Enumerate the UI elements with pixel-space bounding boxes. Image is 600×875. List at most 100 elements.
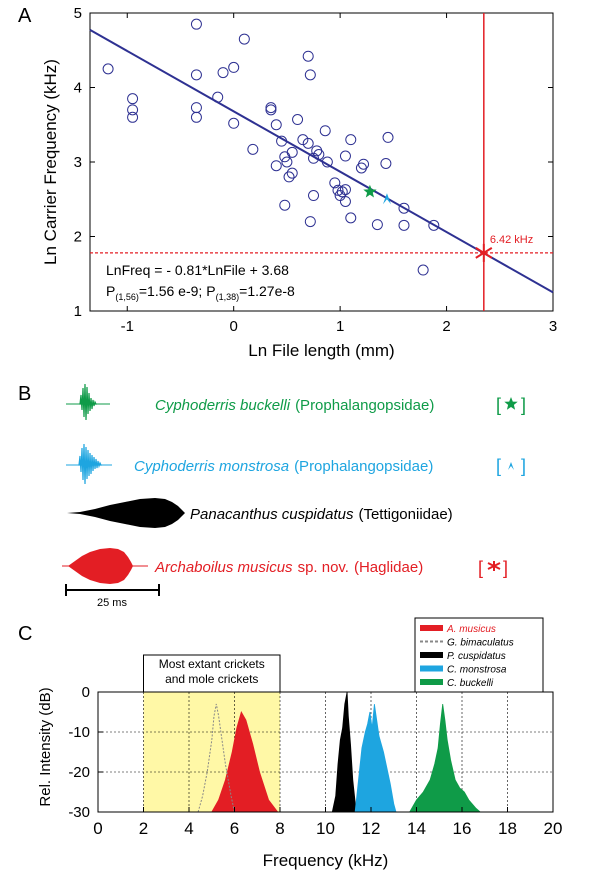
data-point — [228, 117, 240, 129]
spectrum-amusicus — [211, 710, 279, 813]
regression-equation: LnFreq = - 0.81*LnFile + 3.68 — [106, 262, 289, 278]
x-tick-label-c: 8 — [275, 819, 284, 838]
x-tick-label-c: 4 — [184, 819, 193, 838]
data-point — [302, 137, 314, 149]
data-point — [304, 216, 316, 228]
data-point — [345, 212, 357, 224]
data-point — [428, 219, 440, 231]
x-tick-label-a: 2 — [442, 318, 450, 335]
highlight-markers — [363, 184, 493, 262]
y-tick-label-c: -30 — [68, 804, 90, 821]
data-point — [332, 184, 344, 196]
scatter-points — [102, 18, 440, 276]
data-point — [286, 167, 298, 179]
spectrum-pcuspidatus — [331, 691, 357, 813]
oscillogram-c-buckelli — [66, 383, 110, 421]
legend-swatch — [420, 679, 443, 685]
data-point — [398, 202, 410, 214]
data-point — [358, 158, 370, 170]
y-tick-label-a: 1 — [74, 303, 82, 320]
legend-entry: C. buckelli — [447, 678, 494, 689]
legend-entry: G. bimaculatus — [447, 638, 514, 649]
x-tick-label-c: 10 — [316, 819, 335, 838]
triangle-icon: [ ] — [496, 456, 526, 476]
star-icon: [ ] — [496, 395, 526, 415]
band-label-line2: and mole crickets — [165, 672, 258, 686]
data-point — [265, 102, 277, 114]
data-point — [336, 186, 348, 198]
x-tick-label-c: 2 — [139, 819, 148, 838]
band-label-line1: Most extant crickets — [159, 657, 265, 671]
data-point — [190, 69, 202, 81]
y-tick-label-c: -20 — [68, 764, 90, 781]
y-tick-label-c: 0 — [82, 684, 90, 701]
data-point — [345, 134, 357, 146]
svg-text:]: ] — [503, 558, 508, 578]
legend-entry: A. musicus — [446, 624, 496, 635]
data-point — [190, 102, 202, 114]
data-point — [102, 63, 114, 75]
data-point — [417, 264, 429, 276]
spectra — [197, 691, 482, 813]
data-point — [283, 171, 295, 183]
y-axis-label-a: Ln Carrier Frequency (kHz) — [41, 59, 60, 265]
svg-text:[: [ — [496, 456, 501, 476]
data-point — [292, 114, 304, 126]
data-point — [127, 111, 139, 123]
x-tick-label-c: 6 — [230, 819, 239, 838]
data-point — [355, 162, 367, 174]
y-tick-label-a: 5 — [74, 5, 82, 22]
legend-entry: P. cuspidatus — [447, 651, 506, 662]
x-tick-label-c: 16 — [453, 819, 472, 838]
species-c-monstrosa: Cyphoderris monstrosa (Prophalangopsidae) — [134, 458, 433, 475]
oscillogram-a-musicus — [62, 548, 148, 584]
x-tick-label-a: -1 — [121, 318, 134, 335]
regression-stats: P(1,56)=1.56 e-9; P(1,38)=1.27e-8 — [106, 283, 295, 302]
y-axis-label-c: Rel. Intensity (dB) — [37, 687, 54, 806]
data-point — [190, 18, 202, 30]
data-point — [339, 150, 351, 162]
x-tick-label-a: 3 — [549, 318, 557, 335]
data-point — [339, 195, 351, 207]
x-tick-label-c: 14 — [407, 819, 426, 838]
panel-label-a: A — [18, 5, 32, 27]
asterisk-marker — [475, 243, 493, 262]
data-point — [371, 219, 383, 231]
y-tick-label-c: -10 — [68, 724, 90, 741]
asterisk-icon: [ ] — [478, 558, 508, 578]
x-axis-label-c: Frequency (kHz) — [263, 851, 389, 870]
legend-swatch — [420, 625, 443, 631]
spectrum-cbuckelli — [409, 703, 482, 813]
oscillogram-p-cuspidatus — [67, 498, 185, 528]
x-tick-label-c: 12 — [362, 819, 381, 838]
asterisk-stroke — [475, 247, 493, 259]
data-point — [329, 177, 341, 189]
panel-label-b: B — [18, 383, 31, 405]
x-axis-label-a: Ln File length (mm) — [248, 341, 394, 360]
x-tick-label-a: 0 — [230, 318, 238, 335]
x-tick-label-a: 1 — [336, 318, 344, 335]
data-point — [270, 119, 282, 131]
data-point — [308, 190, 320, 202]
data-point — [270, 160, 282, 172]
axis-ticks-c: 0 2 4 6 8 10 12 14 16 18 20 0 -10 -20 -30 — [68, 684, 562, 838]
scale-bar-label: 25 ms — [97, 597, 127, 609]
data-point — [217, 67, 229, 79]
crosshair-label: 6.42 kHz — [490, 234, 533, 246]
data-point — [127, 93, 139, 105]
legend-entry: C. monstrosa — [447, 665, 507, 676]
data-point — [380, 157, 392, 169]
x-tick-label-c: 0 — [93, 819, 102, 838]
panel-label-c: C — [18, 623, 32, 645]
scatter-plot: -1 0 1 2 3 1 2 3 4 5 Ln File length (mm) Ln Carri… — [41, 5, 557, 360]
svg-text:]: ] — [521, 395, 526, 415]
data-point — [265, 104, 277, 116]
data-point — [228, 61, 240, 73]
svg-text:[: [ — [496, 395, 501, 415]
data-point — [238, 33, 250, 45]
spectrum-gbimaculatus — [197, 703, 235, 813]
data-point — [247, 143, 259, 155]
axis-ticks-a: -1 0 1 2 3 1 2 3 4 5 — [74, 5, 558, 335]
y-tick-label-a: 2 — [74, 229, 82, 246]
